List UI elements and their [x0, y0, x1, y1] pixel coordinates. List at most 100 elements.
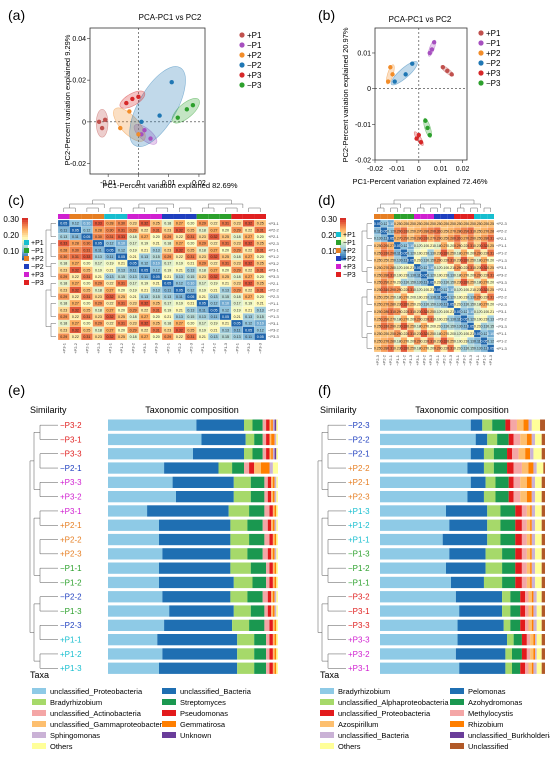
heatmap-value: 0.05: [257, 335, 264, 339]
panel-b-title: PCA-PC1 vs PC2: [389, 15, 452, 24]
column-label: −P3-3: [258, 342, 263, 354]
heatmap-value: 0.32: [107, 295, 114, 299]
group-legend-swatch: [336, 264, 341, 269]
heatmap-value: 0.29: [394, 229, 401, 233]
group-strip-cell: [208, 214, 220, 219]
heatmap-value: 0.11: [176, 295, 183, 299]
heatmap-value: 0.13: [176, 315, 183, 319]
heatmap-value: 0.23: [474, 244, 481, 248]
bar-segment: [254, 462, 261, 474]
sample-label: −P1-3: [348, 550, 370, 559]
bar-segment: [530, 576, 532, 589]
taxa-legend-swatch: [450, 721, 464, 727]
bar-segment: [531, 491, 536, 503]
group-strip-cell: [69, 214, 82, 219]
plot-frame: [374, 27, 468, 161]
heatmap-value: 0.27: [176, 322, 183, 326]
heatmap-value: 0.21: [441, 317, 448, 321]
heatmap-value: 0.32: [401, 347, 408, 351]
heatmap-value: 0.19: [234, 308, 241, 312]
bar-segment: [500, 533, 516, 546]
row-label: −P3-3: [268, 334, 280, 339]
heatmap-value: 0.27: [141, 335, 148, 339]
bar-segment: [541, 662, 545, 674]
group-legend-swatch: [24, 240, 29, 245]
group-strip-cell: [150, 214, 162, 219]
group-strip-cell: [92, 214, 105, 219]
heatmap-value: 0.31: [407, 288, 414, 292]
bar-segment: [254, 648, 267, 660]
heatmap-value: 0.12: [427, 273, 434, 277]
bar-segment: [274, 476, 277, 488]
panel-a-ylabel: PC2-Percent variation explained 9.29%: [63, 34, 72, 165]
heatmap-value: 0.13: [441, 281, 448, 285]
bar-segment: [249, 533, 265, 546]
bar-segment: [271, 605, 273, 617]
heatmap-value: 0.22: [461, 266, 468, 270]
group-strip-cell: [242, 214, 255, 219]
heatmap-value: 0.05: [461, 317, 468, 321]
heatmap-value: 0.29: [130, 328, 137, 332]
heatmap-value: 0.11: [234, 328, 241, 332]
heatmap-value: 0.28: [381, 273, 388, 277]
heatmap-value: 0.20: [118, 308, 125, 312]
heatmap-value: 0.12: [72, 222, 79, 226]
column-label: −P1-1: [395, 354, 400, 366]
colorbar-segment: [340, 234, 346, 238]
bar-segment: [521, 576, 527, 589]
data-point: [169, 80, 174, 85]
heatmap-value: 0.25: [407, 229, 414, 233]
heatmap-value: 0.05: [394, 244, 401, 248]
heatmap-value: 0.19: [414, 295, 421, 299]
heatmap-value: 0.22: [441, 259, 448, 263]
y-tick-label: 0.04: [72, 36, 86, 43]
heatmap-value: 0.20: [487, 259, 494, 263]
taxa-legend-label: Gemmatirosa: [180, 720, 226, 729]
bar-segment: [531, 591, 534, 603]
heatmap-value: 0.25: [374, 251, 381, 255]
bar-segment: [530, 505, 532, 517]
heatmap-value: 0.27: [211, 248, 218, 252]
taxa-legend-swatch: [320, 743, 334, 749]
heatmap-value: 0.12: [487, 339, 494, 343]
legend-label: −P1: [486, 39, 501, 48]
column-label: −P2-3: [448, 354, 453, 366]
bar-segment: [530, 533, 532, 546]
heatmap-value: 0.25: [434, 222, 441, 226]
bar-segment: [108, 462, 165, 474]
colorbar-segment: [22, 234, 28, 238]
heatmap-value: 0.19: [199, 328, 206, 332]
heatmap-value: 0.05: [421, 273, 428, 277]
group-strip-cell: [467, 214, 474, 219]
bar-segment: [271, 448, 273, 460]
heatmap-value: 0.05: [234, 322, 241, 326]
heatmap-value: 0.21: [141, 288, 148, 292]
heatmap-value: 0.10: [427, 266, 434, 270]
heatmap-value: 0.32: [72, 308, 79, 312]
heatmap-value: 0.32: [461, 281, 468, 285]
colorbar-segment: [340, 226, 346, 229]
bar-segment: [485, 548, 503, 560]
bar-segment: [541, 648, 545, 660]
heatmap-value: 0.13: [164, 295, 171, 299]
heatmap-value: 0.18: [95, 328, 102, 332]
heatmap-value: 0.18: [434, 244, 441, 248]
dendro-branch: [327, 424, 334, 440]
heatmap-value: 0.23: [394, 303, 401, 307]
heatmap-value: 0.05: [176, 288, 183, 292]
heatmap-value: 0.27: [141, 315, 148, 319]
bar-segment: [535, 648, 537, 660]
bar-segment: [159, 562, 231, 574]
taxa-legend-label: unclassified_Gammaproteobacteria: [50, 720, 169, 729]
heatmap-value: 0.22: [245, 268, 252, 272]
bar-segment: [274, 648, 277, 660]
bar-segment: [269, 533, 273, 546]
heatmap-value: 0.29: [95, 322, 102, 326]
heatmap-value: 0.13: [447, 273, 454, 277]
heatmap-value: 0.05: [211, 308, 218, 312]
heatmap-value: 0.33: [118, 235, 125, 239]
bar-segment: [533, 462, 537, 474]
dendro-branch: [361, 296, 367, 338]
bar-segment: [269, 576, 273, 589]
heatmap-value: 0.29: [381, 281, 388, 285]
